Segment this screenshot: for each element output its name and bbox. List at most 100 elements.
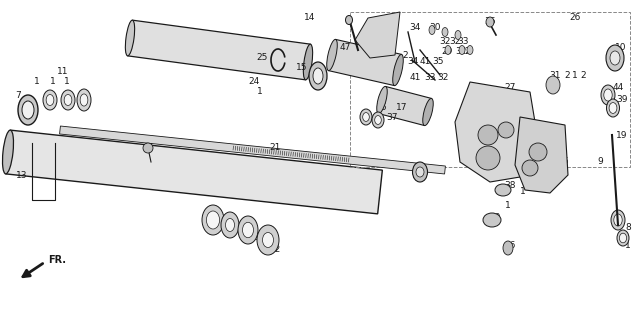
Text: 1: 1 (377, 113, 383, 122)
Text: 1: 1 (552, 155, 558, 165)
Text: 27: 27 (504, 84, 516, 93)
Ellipse shape (202, 205, 224, 235)
Text: 34: 34 (410, 24, 420, 33)
Ellipse shape (609, 103, 617, 113)
Circle shape (478, 125, 498, 145)
Text: 3: 3 (557, 167, 563, 176)
Text: 25: 25 (256, 53, 268, 62)
Ellipse shape (374, 116, 381, 124)
Text: 32: 32 (437, 73, 449, 83)
Ellipse shape (64, 95, 72, 106)
Text: 1: 1 (625, 241, 631, 250)
Circle shape (498, 122, 514, 138)
Text: 13: 13 (16, 171, 28, 180)
Text: 29: 29 (442, 47, 452, 57)
Text: 2: 2 (464, 47, 470, 57)
Text: 11: 11 (57, 68, 68, 77)
Text: 24: 24 (248, 78, 260, 86)
Ellipse shape (238, 216, 258, 244)
Text: 4: 4 (542, 154, 548, 163)
Text: 9: 9 (597, 158, 603, 166)
Text: 39: 39 (616, 95, 628, 105)
Circle shape (476, 146, 500, 170)
Text: 16: 16 (376, 104, 388, 112)
Text: 1: 1 (505, 201, 511, 209)
Ellipse shape (377, 86, 387, 114)
Text: 32: 32 (455, 47, 467, 57)
Text: 31: 31 (549, 71, 561, 79)
Ellipse shape (416, 167, 424, 177)
Text: 7: 7 (15, 90, 21, 100)
Text: 44: 44 (612, 84, 623, 93)
Text: 2: 2 (501, 104, 507, 112)
Text: 41: 41 (419, 57, 431, 67)
Text: 1: 1 (572, 71, 578, 79)
Text: 33: 33 (424, 73, 436, 83)
Ellipse shape (346, 15, 353, 24)
Ellipse shape (620, 233, 627, 243)
Polygon shape (328, 39, 401, 86)
Circle shape (143, 143, 153, 153)
Polygon shape (127, 20, 310, 80)
Ellipse shape (467, 46, 473, 55)
Text: 19: 19 (616, 131, 628, 139)
Text: 1: 1 (520, 187, 526, 197)
Ellipse shape (363, 113, 369, 122)
Text: 1: 1 (367, 113, 373, 122)
Polygon shape (515, 117, 568, 193)
Text: 46: 46 (504, 241, 516, 250)
Text: 17: 17 (396, 104, 408, 112)
Text: 2: 2 (580, 71, 586, 79)
Ellipse shape (372, 112, 384, 128)
Text: 34: 34 (407, 57, 419, 67)
Ellipse shape (413, 162, 428, 182)
Text: 22: 22 (269, 246, 280, 255)
Text: 30: 30 (429, 24, 441, 33)
Ellipse shape (43, 90, 57, 110)
Ellipse shape (243, 222, 253, 238)
Ellipse shape (18, 95, 38, 125)
Text: 43: 43 (518, 123, 530, 133)
Text: 40: 40 (516, 111, 528, 120)
Text: 2: 2 (487, 133, 493, 143)
Polygon shape (60, 126, 445, 174)
Text: 23: 23 (250, 234, 260, 242)
Ellipse shape (3, 130, 13, 174)
Text: 2: 2 (402, 51, 408, 59)
Text: 38: 38 (504, 181, 516, 190)
Text: 2: 2 (524, 148, 530, 156)
Text: 40: 40 (508, 100, 518, 110)
Text: 218: 218 (481, 126, 499, 134)
Ellipse shape (610, 51, 620, 65)
Ellipse shape (503, 241, 513, 255)
Ellipse shape (459, 46, 465, 55)
Text: 35: 35 (432, 57, 444, 67)
Text: 14: 14 (304, 14, 316, 23)
Text: 1: 1 (257, 88, 263, 96)
Text: FR.: FR. (48, 255, 66, 265)
Ellipse shape (604, 89, 612, 101)
Ellipse shape (601, 85, 615, 105)
Ellipse shape (495, 184, 511, 196)
Text: 1: 1 (514, 148, 520, 156)
Ellipse shape (611, 210, 625, 230)
Ellipse shape (22, 101, 34, 119)
Text: 32: 32 (439, 37, 451, 46)
Ellipse shape (225, 219, 234, 231)
Ellipse shape (445, 46, 451, 55)
Ellipse shape (546, 76, 560, 94)
Ellipse shape (393, 54, 403, 86)
Ellipse shape (360, 109, 372, 125)
Ellipse shape (617, 230, 629, 246)
Text: 21: 21 (269, 143, 281, 153)
Text: 15: 15 (296, 63, 308, 73)
Text: 8: 8 (625, 224, 631, 232)
Text: 26: 26 (570, 14, 580, 23)
Ellipse shape (309, 62, 327, 90)
Text: 2: 2 (564, 71, 570, 79)
Text: 1: 1 (64, 78, 70, 86)
Ellipse shape (606, 45, 624, 71)
Text: 20: 20 (490, 214, 500, 223)
Text: 2: 2 (513, 127, 519, 137)
Circle shape (529, 143, 547, 161)
